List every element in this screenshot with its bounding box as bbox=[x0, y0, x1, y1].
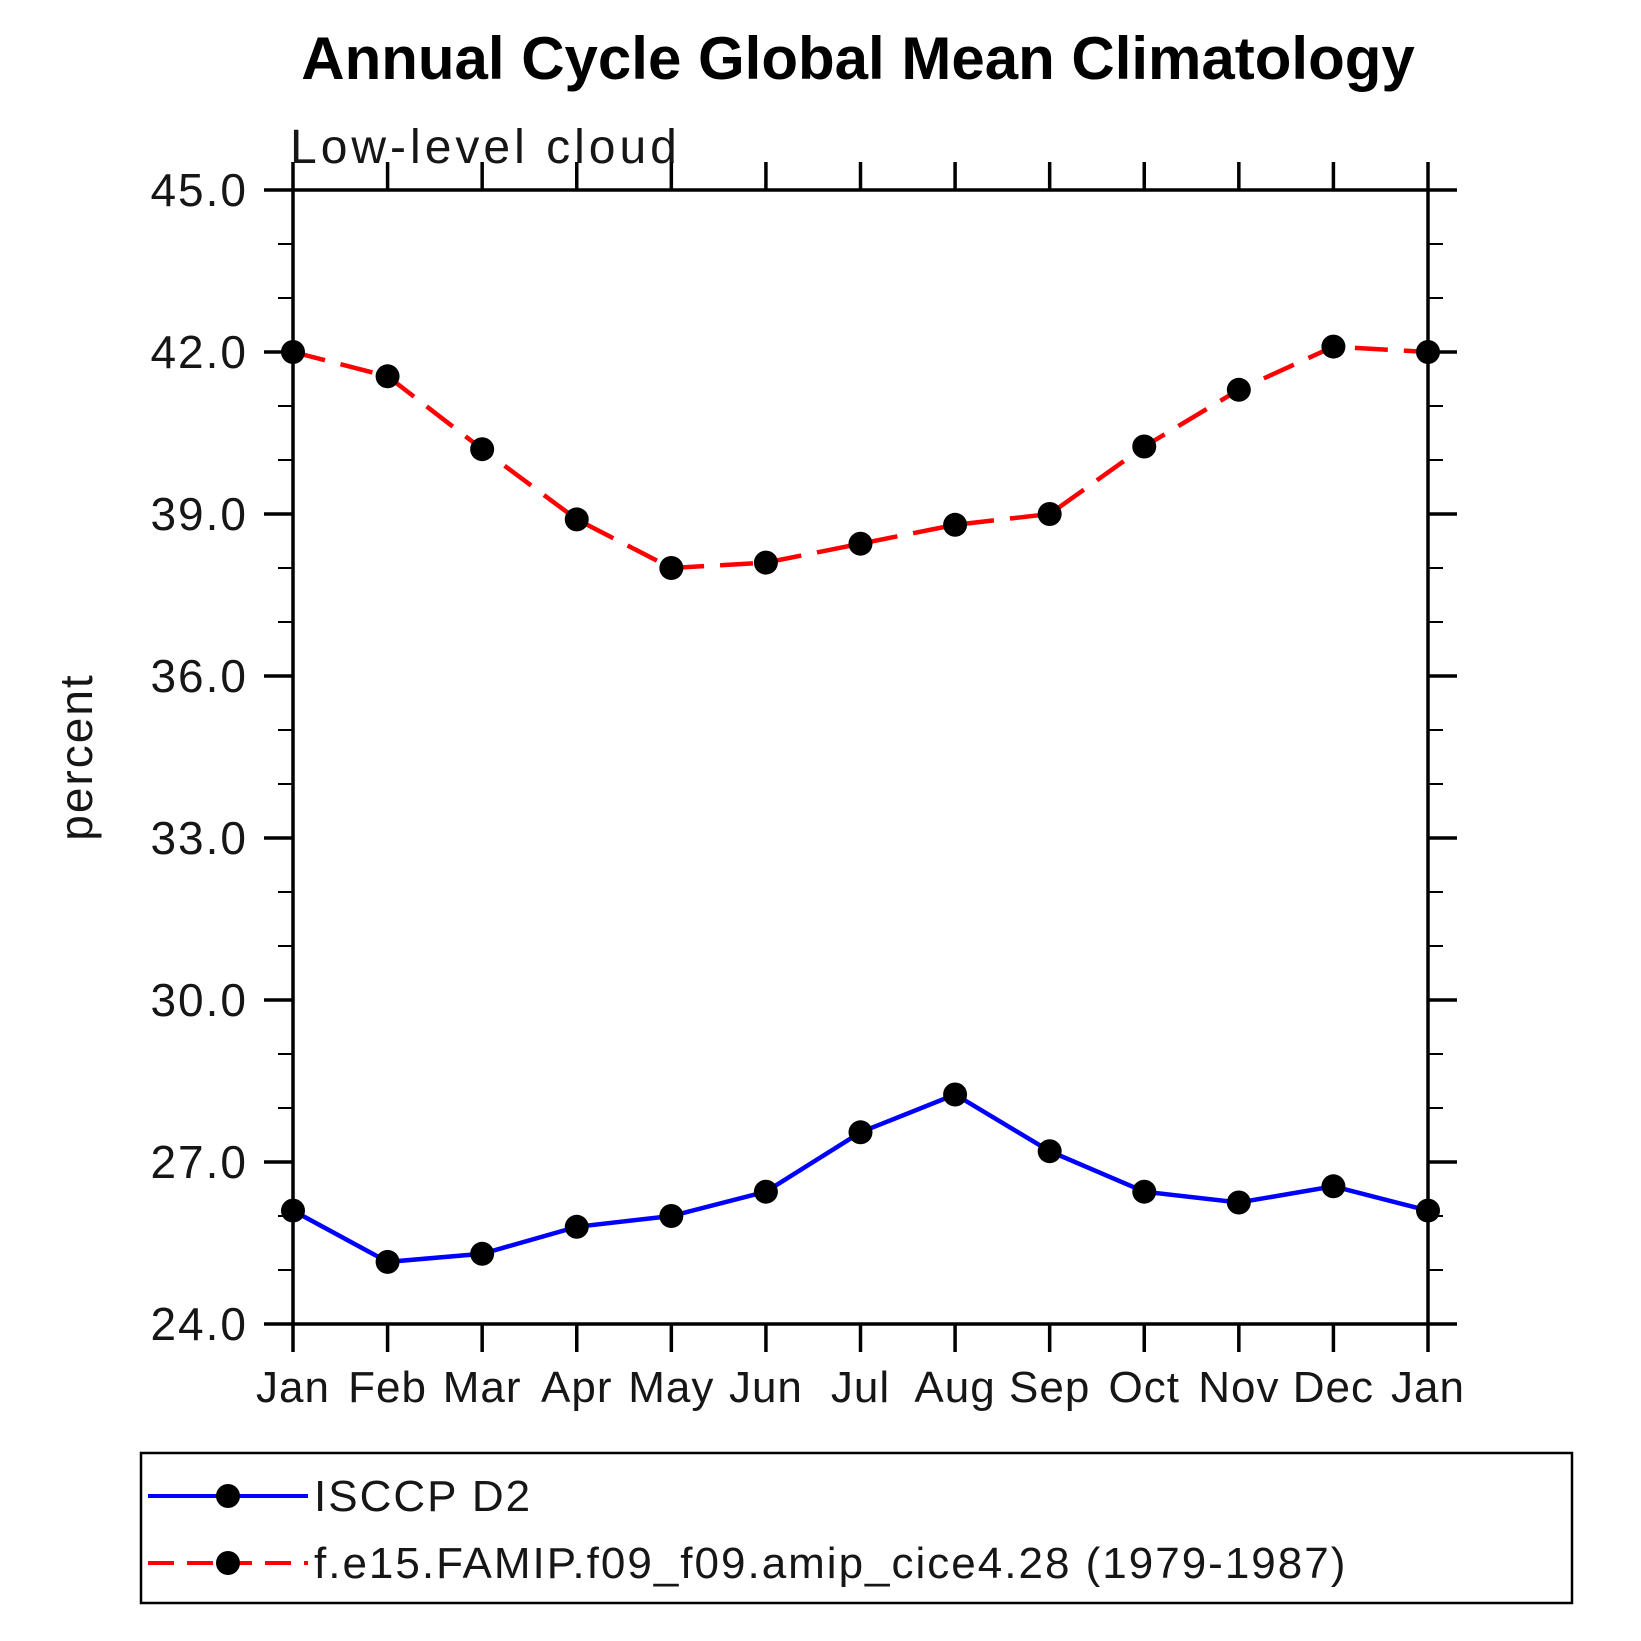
data-point-series-0 bbox=[470, 1241, 495, 1266]
plot-border bbox=[291, 188, 1430, 1326]
data-point-series-1 bbox=[1416, 340, 1440, 364]
x-tick-label: Jul bbox=[831, 1363, 890, 1412]
data-point-series-0 bbox=[375, 1249, 400, 1274]
data-point-series-0 bbox=[753, 1179, 778, 1204]
y-tick-label: 39.0 bbox=[150, 488, 248, 540]
data-point-series-1 bbox=[1321, 334, 1346, 359]
legend: ISCCP D2 f.e15.FAMIP.f09_f09.amip_cice4.… bbox=[139, 1451, 1574, 1605]
data-point-series-1 bbox=[943, 512, 968, 537]
legend-label-series-0: ISCCP D2 bbox=[314, 1472, 532, 1521]
y-tick-label: 45.0 bbox=[150, 164, 248, 216]
data-point-series-1 bbox=[470, 437, 495, 462]
data-point-series-1 bbox=[1132, 434, 1157, 459]
data-point-series-1 bbox=[1226, 377, 1251, 402]
data-point-series-0 bbox=[1037, 1139, 1062, 1164]
chart-title: Annual Cycle Global Mean Climatology bbox=[301, 25, 1415, 92]
data-point-series-1 bbox=[659, 556, 684, 580]
data-point-series-0 bbox=[564, 1214, 589, 1239]
data-point-series-0 bbox=[1416, 1198, 1440, 1223]
data-point-series-0 bbox=[848, 1120, 873, 1145]
legend-marker-sample-1 bbox=[216, 1551, 240, 1575]
x-tick-label: Feb bbox=[348, 1363, 427, 1412]
legend-marker-sample-0 bbox=[216, 1484, 240, 1508]
legend-samples bbox=[148, 1484, 308, 1575]
x-tick-label: Jun bbox=[729, 1363, 803, 1412]
data-point-series-0 bbox=[659, 1204, 684, 1228]
x-tick-label: Jan bbox=[256, 1363, 330, 1412]
x-tick-label: Dec bbox=[1293, 1363, 1374, 1412]
data-point-series-0 bbox=[281, 1198, 305, 1223]
x-tick-label: Sep bbox=[1009, 1363, 1090, 1412]
x-tick-label: Aug bbox=[914, 1363, 995, 1412]
data-point-series-0 bbox=[1321, 1174, 1346, 1199]
legend-box bbox=[139, 1451, 1574, 1605]
x-tick-label: Mar bbox=[443, 1363, 522, 1412]
y-tick-label: 24.0 bbox=[150, 1298, 248, 1350]
plot-area: Jan Feb Mar Apr May Jun Jul Aug Sep Oct Nov Dec Jan2… bbox=[150, 162, 1465, 1412]
x-tick-label: Oct bbox=[1109, 1363, 1180, 1412]
y-tick-label: 33.0 bbox=[150, 812, 248, 864]
y-tick-label: 36.0 bbox=[150, 650, 248, 702]
data-point-series-1 bbox=[564, 507, 589, 532]
x-tick-label: May bbox=[628, 1363, 714, 1412]
data-point-series-0 bbox=[1132, 1179, 1157, 1204]
y-tick-label: 42.0 bbox=[150, 326, 248, 378]
x-tick-label: Jan bbox=[1391, 1363, 1465, 1412]
data-point-series-1 bbox=[281, 340, 305, 364]
data-point-series-1 bbox=[848, 531, 873, 556]
data-point-series-1 bbox=[753, 550, 778, 575]
x-tick-label: Nov bbox=[1198, 1363, 1279, 1412]
data-point-series-1 bbox=[375, 364, 400, 389]
y-axis-title: percent bbox=[50, 673, 102, 840]
legend-label-series-1: f.e15.FAMIP.f09_f09.amip_cice4.28 (1979-… bbox=[314, 1539, 1347, 1588]
series-line-0 bbox=[291, 1091, 1429, 1265]
y-tick-label: 30.0 bbox=[150, 974, 248, 1026]
data-point-series-1 bbox=[1037, 502, 1062, 526]
x-tick-label: Apr bbox=[541, 1363, 612, 1412]
y-tick-label: 27.0 bbox=[150, 1136, 248, 1188]
data-point-series-0 bbox=[1226, 1190, 1251, 1215]
chart-subtitle: Low-level cloud bbox=[290, 121, 681, 174]
data-point-series-0 bbox=[943, 1082, 968, 1107]
